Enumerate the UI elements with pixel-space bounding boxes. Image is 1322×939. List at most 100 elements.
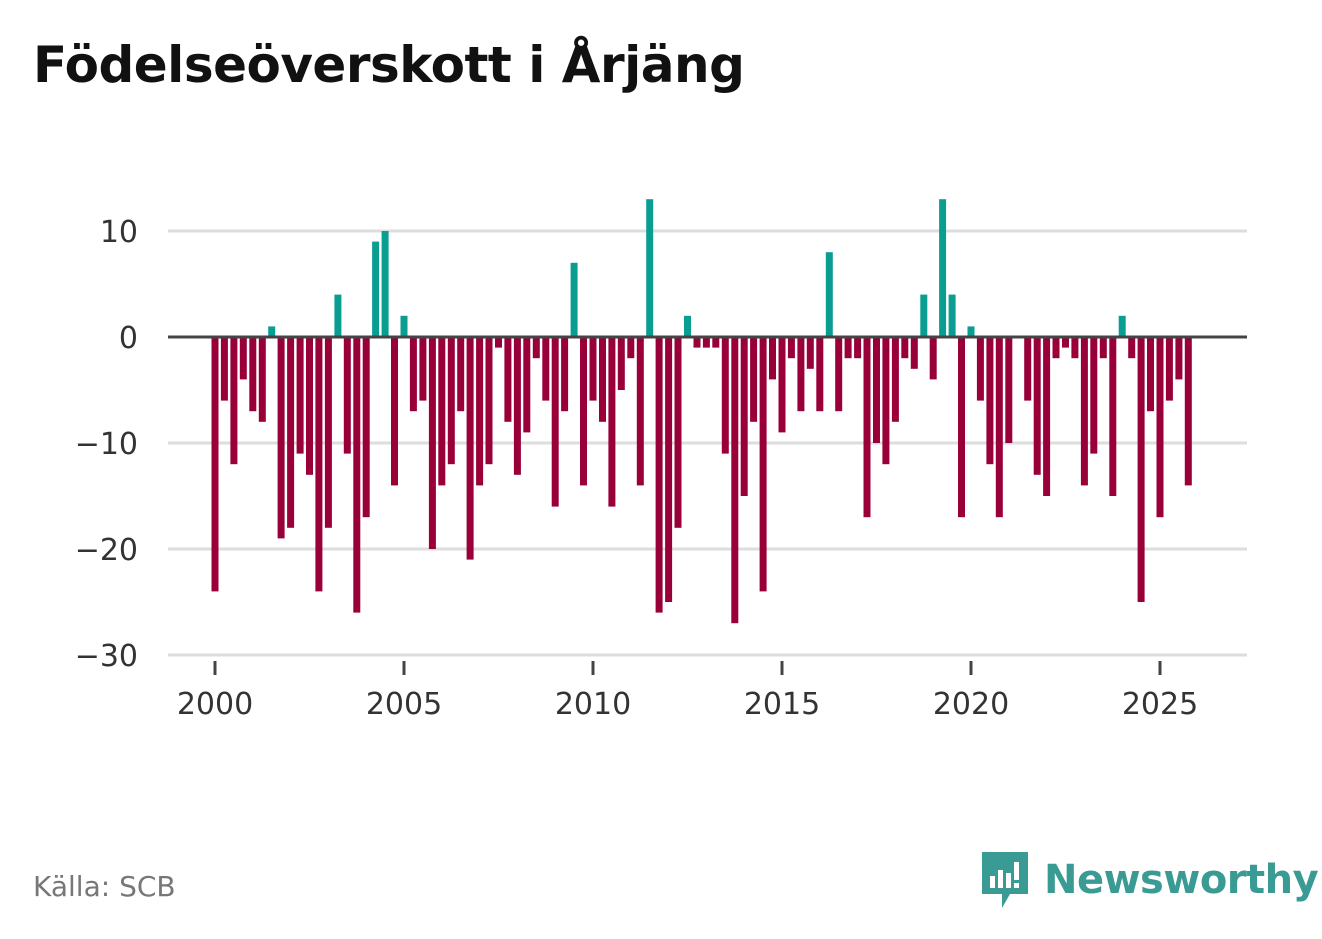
- bar: [787, 337, 795, 359]
- x-tick-label: 2025: [1122, 687, 1198, 722]
- y-axis-ticks: 10 0 −10 −20 −30: [75, 215, 138, 674]
- bar: [920, 294, 928, 337]
- bar: [1005, 337, 1013, 443]
- bar: [844, 337, 852, 359]
- bar: [674, 337, 682, 528]
- bar: [447, 337, 455, 465]
- y-tick-label: 0: [119, 321, 138, 356]
- bar: [873, 337, 880, 443]
- bar: [759, 337, 767, 592]
- bar: [882, 337, 890, 465]
- bar: [854, 337, 862, 359]
- bar: [712, 337, 720, 348]
- bar: [986, 337, 994, 465]
- bar: [797, 337, 805, 412]
- bar: [901, 337, 909, 359]
- bar: [476, 337, 484, 486]
- bar: [608, 337, 616, 507]
- bar: [939, 199, 947, 337]
- bar: [306, 337, 313, 475]
- bar: [1118, 315, 1126, 337]
- bar: [343, 337, 351, 454]
- x-tick-label: 2020: [933, 687, 1009, 722]
- bar: [1147, 337, 1154, 412]
- bar: [1099, 337, 1107, 359]
- bar: [958, 337, 965, 518]
- bar: [636, 337, 644, 486]
- bar: [1109, 337, 1117, 496]
- bar: [485, 337, 493, 465]
- bar: [1184, 337, 1192, 486]
- bar: [523, 337, 531, 433]
- bar: [495, 337, 502, 348]
- bar: [891, 337, 899, 422]
- bar: [466, 337, 474, 560]
- bar: [806, 337, 814, 369]
- bar: [296, 337, 304, 454]
- bar: [740, 337, 748, 496]
- bar: [693, 337, 701, 348]
- bar: [967, 326, 975, 337]
- bar: [561, 337, 569, 412]
- bar: [324, 337, 332, 528]
- bar: [589, 337, 597, 401]
- bar: [457, 337, 465, 412]
- bar: [315, 337, 323, 592]
- bar: [731, 337, 739, 624]
- bar: [570, 262, 578, 337]
- bar: [1128, 337, 1136, 359]
- bar: [362, 337, 370, 518]
- bar: [258, 337, 266, 422]
- bar: [1175, 337, 1183, 380]
- bar: [646, 199, 654, 337]
- bar: [1080, 337, 1088, 486]
- x-tick-label: 2005: [366, 687, 442, 722]
- bar: [239, 337, 247, 380]
- y-tick-label: 10: [100, 215, 138, 250]
- bar: [929, 337, 937, 380]
- bar: [287, 337, 295, 528]
- bar: [334, 294, 342, 337]
- bar: [372, 241, 380, 337]
- bar: [438, 337, 446, 486]
- bar: [835, 337, 843, 412]
- bar: [1165, 337, 1173, 401]
- bar: [976, 337, 984, 401]
- bar: [277, 337, 285, 539]
- bar: [995, 337, 1003, 518]
- bar: [825, 252, 833, 337]
- y-tick-label: −30: [75, 639, 138, 674]
- y-tick-label: −10: [75, 427, 138, 462]
- bar: [551, 337, 559, 507]
- bar: [504, 337, 512, 422]
- y-tick-label: −20: [75, 533, 138, 568]
- bar: [778, 337, 786, 433]
- bar: [1156, 337, 1164, 518]
- bar: [816, 337, 824, 412]
- bar: [1071, 337, 1079, 359]
- bar-chart: 10 0 −10 −20 −30 2000 2005 2010 2015 2020 2025: [75, 199, 1247, 722]
- bar: [249, 337, 257, 412]
- bar: [1024, 337, 1032, 401]
- bar: [655, 337, 663, 613]
- bar: [1090, 337, 1098, 454]
- bar: [513, 337, 521, 475]
- bar: [627, 337, 635, 359]
- bar: [863, 337, 871, 518]
- bar: [532, 337, 540, 359]
- bar: [381, 231, 389, 337]
- bar: [617, 337, 625, 390]
- bar: [1062, 337, 1069, 348]
- bar: [721, 337, 729, 454]
- bar: [1052, 337, 1060, 359]
- bar: [948, 294, 956, 337]
- bar: [1137, 337, 1145, 602]
- x-tick-label: 2015: [744, 687, 820, 722]
- bar: [665, 337, 673, 602]
- newsworthy-logo: Newsworthy: [980, 850, 1319, 910]
- bar: [268, 326, 276, 337]
- bar: [684, 315, 691, 337]
- bar: [419, 337, 427, 401]
- x-tick-label: 2010: [555, 687, 631, 722]
- bar: [769, 337, 776, 380]
